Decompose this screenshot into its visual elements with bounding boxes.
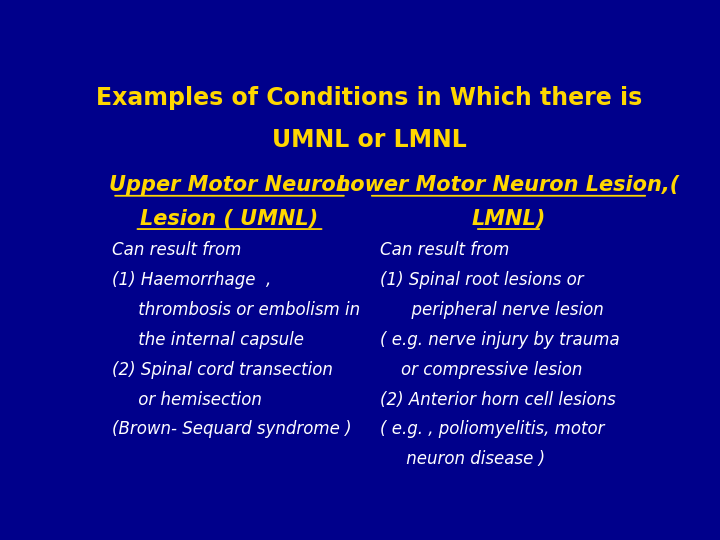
Text: ( e.g. nerve injury by trauma: ( e.g. nerve injury by trauma [380,330,620,349]
Text: (1) Haemorrhage  ,: (1) Haemorrhage , [112,271,271,289]
Text: Can result from: Can result from [380,241,510,259]
Text: or hemisection: or hemisection [112,390,262,409]
Text: Upper Motor Neuron: Upper Motor Neuron [109,176,351,195]
Text: Examples of Conditions in Which there is: Examples of Conditions in Which there is [96,86,642,110]
Text: the internal capsule: the internal capsule [112,330,305,349]
Text: neuron disease ): neuron disease ) [380,450,545,468]
Text: UMNL or LMNL: UMNL or LMNL [271,127,467,152]
Text: peripheral nerve lesion: peripheral nerve lesion [380,301,604,319]
Text: or compressive lesion: or compressive lesion [380,361,582,379]
Text: ( e.g. , poliomyelitis, motor: ( e.g. , poliomyelitis, motor [380,421,605,438]
Text: (Brown- Sequard syndrome ): (Brown- Sequard syndrome ) [112,421,352,438]
Text: LMNL): LMNL) [472,208,546,228]
Text: Lesion ( UMNL): Lesion ( UMNL) [140,208,318,228]
Text: Can result from: Can result from [112,241,242,259]
Text: (1) Spinal root lesions or: (1) Spinal root lesions or [380,271,584,289]
Text: thrombosis or embolism in: thrombosis or embolism in [112,301,361,319]
Text: Lower Motor Neuron Lesion,(: Lower Motor Neuron Lesion,( [338,176,680,195]
Text: (2) Spinal cord transection: (2) Spinal cord transection [112,361,333,379]
Text: (2) Anterior horn cell lesions: (2) Anterior horn cell lesions [380,390,616,409]
